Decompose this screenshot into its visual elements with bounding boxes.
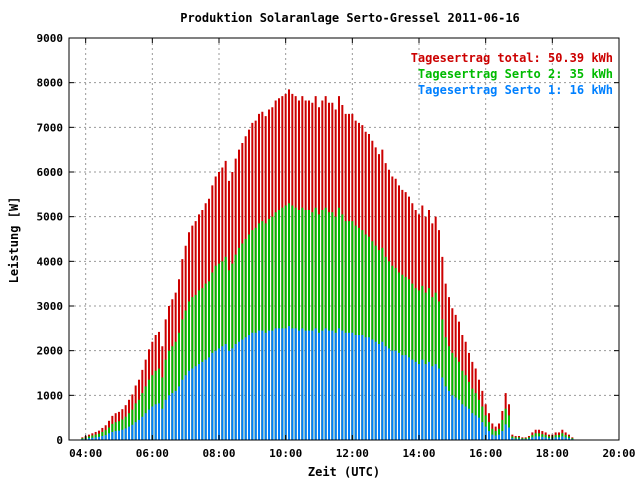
y-axis: 0 1000 2000 3000 4000 5000 6000 7000 8000 9000 xyxy=(37,32,619,447)
plot-frame xyxy=(68,37,620,441)
x-tick-label: 10:00 xyxy=(269,447,302,460)
y-tick-label: 0 xyxy=(56,434,63,447)
y-tick-label: 8000 xyxy=(37,77,64,90)
y-tick-label: 2000 xyxy=(37,345,64,358)
chart-title: Produktion Solaranlage Serto-Gressel 201… xyxy=(180,11,520,25)
x-tick-label: 14:00 xyxy=(402,447,435,460)
legend-entry: Tagesertrag Serto 1: 16 kWh xyxy=(418,83,613,97)
x-axis-label: Zeit (UTC) xyxy=(308,465,380,479)
y-tick-label: 7000 xyxy=(37,121,64,134)
x-tick-label: 18:00 xyxy=(536,447,569,460)
y-tick-label: 1000 xyxy=(37,389,64,402)
legend-entry: Tagesertrag total: 50.39 kWh xyxy=(411,51,613,65)
x-tick-label: 12:00 xyxy=(336,447,369,460)
x-tick-label: 08:00 xyxy=(202,447,235,460)
x-axis: 04:00 06:00 08:00 10:00 12:00 14:00 16:00 18:00… xyxy=(69,38,636,460)
x-tick-label: 16:00 xyxy=(469,447,502,460)
y-tick-label: 4000 xyxy=(37,255,64,268)
y-tick-label: 5000 xyxy=(37,211,64,224)
y-tick-label: 3000 xyxy=(37,300,64,313)
x-tick-label: 06:00 xyxy=(136,447,169,460)
x-tick-label: 20:00 xyxy=(602,447,635,460)
bars xyxy=(81,89,574,440)
legend: Tagesertrag total: 50.39 kWh Tagesertrag … xyxy=(411,51,613,97)
legend-entry: Tagesertrag Serto 2: 35 kWh xyxy=(418,67,613,81)
x-tick-label: 04:00 xyxy=(69,447,102,460)
y-tick-label: 6000 xyxy=(37,166,64,179)
y-axis-label: Leistung [W] xyxy=(7,197,21,284)
y-tick-label: 9000 xyxy=(37,32,64,45)
